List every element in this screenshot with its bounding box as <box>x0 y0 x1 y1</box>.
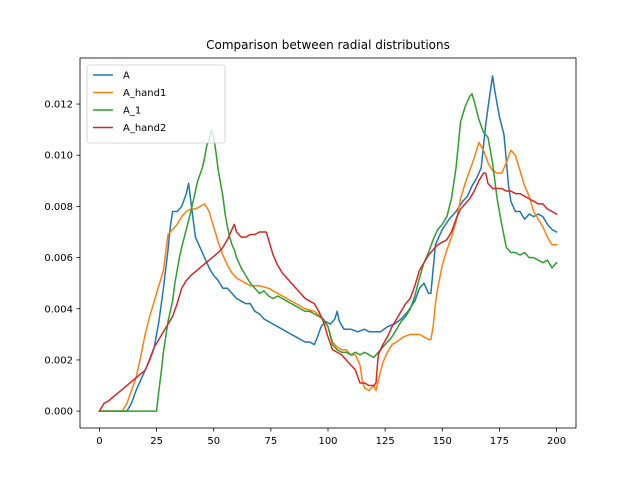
y-tick-label: 0.012 <box>44 100 73 111</box>
chart-title: Comparison between radial distributions <box>206 38 450 52</box>
x-tick-label: 150 <box>433 436 452 447</box>
x-tick-label: 25 <box>150 436 163 447</box>
x-axis: 0 25 50 75 100 125 150 175 200 <box>96 428 566 447</box>
series-line-a <box>98 75 558 412</box>
series-line-a-1 <box>98 93 558 412</box>
y-tick-label: 0.004 <box>44 304 73 315</box>
legend-label: A_1 <box>123 106 141 117</box>
legend-box <box>86 64 226 144</box>
x-tick-label: 50 <box>207 436 220 447</box>
x-tick-label: 75 <box>264 436 277 447</box>
series-line-a-hand1 <box>98 141 558 412</box>
plot-area <box>98 75 558 413</box>
y-tick-label: 0.010 <box>44 151 73 162</box>
series-layer <box>98 75 558 413</box>
y-tick-label: 0.006 <box>44 253 73 264</box>
legend-label: A <box>123 71 130 82</box>
series-line-a-hand2 <box>98 172 558 413</box>
x-tick-label: 100 <box>318 436 337 447</box>
y-tick-label: 0.008 <box>44 202 73 213</box>
x-tick-label: 0 <box>96 436 102 447</box>
legend-label: A_hand1 <box>123 88 166 99</box>
legend: A A_hand1 A_1 A_hand2 <box>86 64 226 144</box>
x-tick-label: 125 <box>376 436 395 447</box>
x-tick-label: 200 <box>547 436 566 447</box>
y-axis: 0.000 0.002 0.004 0.006 0.008 0.010 0.012 <box>44 100 80 418</box>
y-tick-label: 0.000 <box>44 407 73 418</box>
legend-label: A_hand2 <box>123 123 166 134</box>
y-tick-label: 0.002 <box>44 355 73 366</box>
x-tick-label: 175 <box>490 436 509 447</box>
